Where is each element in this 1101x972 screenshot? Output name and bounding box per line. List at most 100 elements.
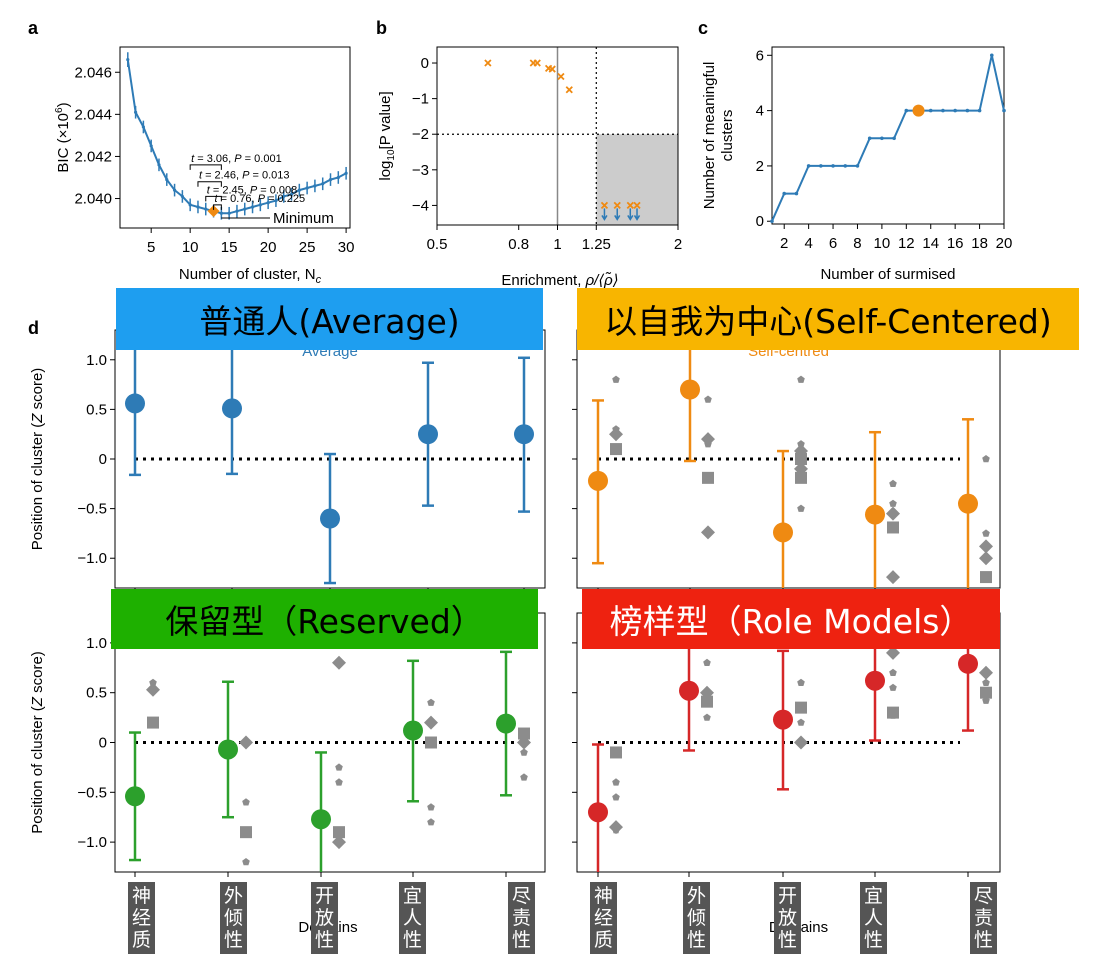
panel-b-y-tick-label: 0	[421, 55, 429, 72]
panel-a-significance-bracket	[205, 195, 222, 202]
subplot-y-tick-label: 1.0	[86, 635, 107, 652]
panel-c-point	[794, 191, 799, 196]
subplot-y-tick-label: −1.0	[77, 550, 107, 567]
significance-p-symbol: P	[234, 153, 242, 165]
panel-a-point	[282, 194, 286, 199]
other-cluster-pentagon	[427, 818, 435, 826]
panel-b-y-tick-label: −2	[412, 126, 429, 143]
other-cluster-square	[980, 686, 992, 699]
subplot-mean-point	[514, 424, 534, 445]
panel-a-point	[157, 163, 161, 167]
other-cluster-pentagon	[889, 683, 897, 691]
panel-a-point	[266, 201, 270, 205]
other-cluster-square	[887, 521, 899, 534]
panel-c-x-axis-label: Number of surmised	[820, 266, 955, 283]
other-cluster-pentagon	[889, 711, 897, 719]
panel-a-point	[133, 110, 138, 114]
panel-b-point	[633, 201, 641, 210]
panel-b-point	[548, 65, 556, 73]
y-axis-label-subscript: 10	[386, 149, 397, 161]
domain-tag-1: 神经质	[128, 882, 155, 954]
other-cluster-diamond	[979, 665, 993, 680]
panel-c-y-tick-label: 6	[756, 47, 764, 64]
panel-letter-d: d	[28, 318, 39, 338]
panel-a-point	[289, 192, 294, 196]
other-cluster-pentagon	[335, 778, 343, 786]
panel-b-x-tick-label: 1	[553, 236, 561, 253]
panel-a-point	[196, 205, 200, 209]
panel-b-y-tick-label: −1	[412, 91, 429, 108]
panel-a-point	[227, 211, 231, 215]
other-cluster-pentagon	[797, 678, 805, 686]
other-cluster-square	[980, 571, 992, 584]
panel-a-significance-label: t = 2.45, P = 0.008	[207, 184, 298, 196]
other-cluster-pentagon	[982, 678, 990, 686]
panel-c-point	[928, 108, 933, 113]
domain-tag-4: 宜人性	[399, 882, 426, 954]
other-cluster-pentagon	[797, 718, 805, 726]
panel-d-subplot-3: 1.0 0.5 0 −0.5 −1.0 Position of cluster (Z sc…	[29, 612, 546, 936]
domain-tag-1: 神经质	[590, 882, 617, 954]
panel-b-point	[613, 201, 621, 210]
panel-a-point	[336, 175, 340, 180]
other-cluster-pentagon	[612, 375, 620, 383]
panel-a-point	[149, 144, 153, 148]
domain-tag-5: 尽责性	[970, 882, 997, 954]
subplot-mean-point	[865, 504, 885, 525]
subplot-y-tick-label: 0.5	[86, 401, 107, 418]
significance-p-value: = 0.013	[249, 170, 289, 182]
panel-a-significance-bracket	[189, 164, 222, 170]
panel-a-point	[344, 171, 348, 175]
other-cluster-pentagon	[612, 778, 620, 786]
significance-t-symbol: t	[215, 193, 219, 205]
subplot-mean-point	[222, 398, 242, 419]
y-axis-label-text: Position of cluster (	[29, 423, 46, 551]
panel-b-y-tick-label: −4	[412, 197, 429, 214]
panel-b-bound-arrow	[627, 208, 634, 221]
panel-a-point	[180, 194, 184, 199]
panel-b-enrichment-chart: 0.5 0.8 1 1.25 2 0 −1 −2 −3 −4 Enrichment, ρ/⟨ρ̃⟩ l…	[377, 46, 682, 289]
panel-c-x-tick-label: 8	[853, 235, 861, 252]
significance-p-value: = 0.008	[257, 184, 297, 196]
panel-c-point	[904, 108, 909, 113]
other-cluster-pentagon	[889, 499, 897, 507]
significance-t-value: = 2.45,	[210, 184, 250, 196]
other-cluster-diamond	[701, 432, 715, 447]
other-cluster-pentagon	[520, 748, 528, 756]
subplot-mean-point	[588, 802, 608, 823]
panel-a-point	[219, 211, 223, 215]
significance-p-symbol: P	[258, 193, 266, 205]
x-axis-label-subscript: c	[316, 274, 322, 286]
y-axis-label-superscript: 6	[54, 107, 65, 113]
subplot-y-tick-label: −0.5	[77, 784, 107, 801]
panel-a-significance-bracket	[213, 204, 222, 210]
other-cluster-square	[795, 453, 807, 465]
significance-t-value: = 0.76,	[218, 193, 258, 205]
panel-c-selected-point	[912, 104, 925, 117]
subplot-y-tick-label: 0	[99, 735, 107, 752]
panel-a-y-tick-label: 2.040	[74, 191, 112, 208]
other-cluster-pentagon	[797, 375, 805, 383]
other-cluster-square	[701, 695, 713, 708]
panel-b-point	[600, 201, 609, 210]
panel-a-point	[126, 58, 130, 62]
panel-a-x-tick-label: 5	[147, 239, 155, 256]
panel-a-minimum-label: Minimum	[273, 210, 334, 227]
subplot-y-axis-label: Position of cluster (Z score)	[29, 651, 46, 834]
panel-a-y-tick-label: 2.044	[74, 106, 112, 123]
panel-a-point	[250, 205, 255, 209]
significance-p-symbol: P	[242, 170, 250, 182]
other-cluster-pentagon	[612, 826, 620, 834]
panel-c-point	[953, 108, 957, 113]
panel-letter-a: a	[28, 18, 39, 38]
other-cluster-diamond	[332, 835, 346, 850]
other-cluster-square	[610, 443, 622, 456]
panel-c-point	[831, 164, 835, 168]
panel-c-y-tick-label: 0	[756, 213, 764, 230]
panel-c-point	[892, 136, 896, 141]
panel-a-point	[305, 186, 309, 190]
panel-c-frame	[771, 46, 1005, 225]
other-cluster-pentagon	[520, 773, 528, 781]
panel-c-point	[989, 53, 994, 58]
panel-b-y-axis-label: log10[P value]	[377, 91, 397, 180]
